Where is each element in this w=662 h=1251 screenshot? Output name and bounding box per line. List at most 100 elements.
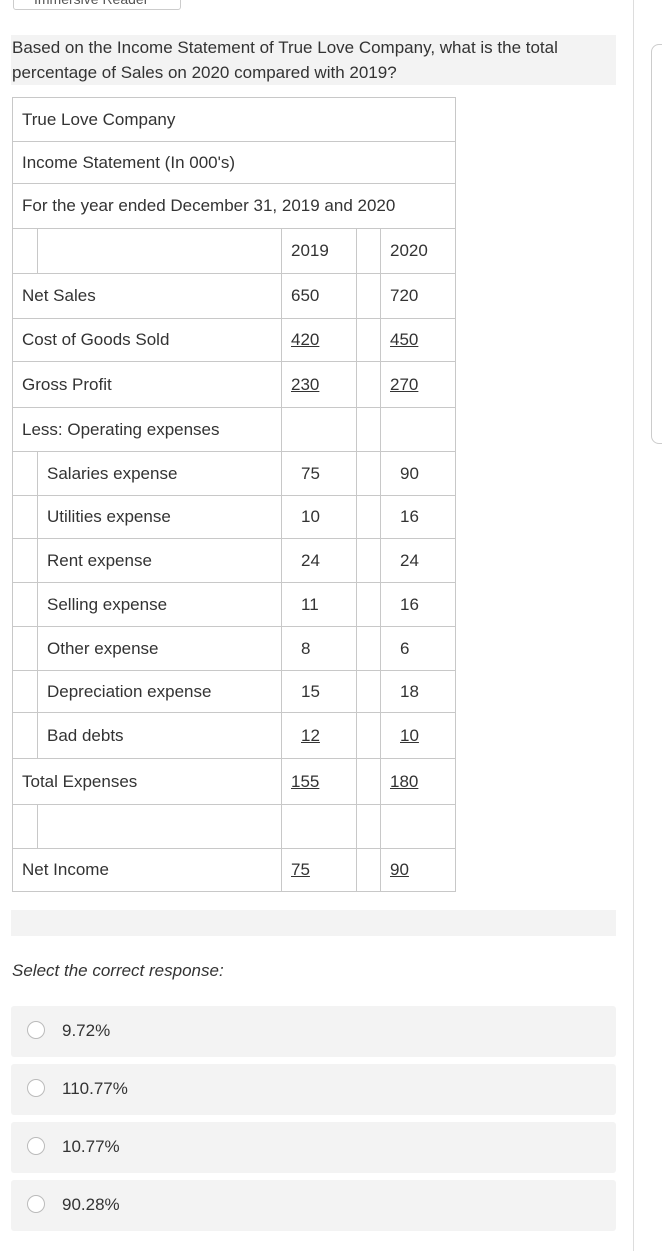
answer-option[interactable]: 90.28% xyxy=(11,1180,616,1231)
amount: 720 xyxy=(390,286,419,305)
amount: 230 xyxy=(291,374,320,394)
row-label: Net Sales xyxy=(12,273,282,319)
row-label: Total Expenses xyxy=(12,758,282,805)
cell: 720 xyxy=(379,273,457,319)
option-label: 9.72% xyxy=(62,1021,111,1040)
row-label: Rent expense xyxy=(37,538,282,583)
cell: 90 xyxy=(379,848,457,892)
row-label: Other expense xyxy=(37,626,282,671)
cell: 10 xyxy=(379,712,457,759)
row: Net Income 75 90 xyxy=(12,848,457,892)
question: Based on the Income Statement of True Lo… xyxy=(11,35,616,85)
cell xyxy=(356,626,381,671)
amount: 16 xyxy=(400,594,419,614)
side-panel xyxy=(651,44,662,444)
amount: 6 xyxy=(400,638,410,658)
amount: 90 xyxy=(390,860,409,879)
cell xyxy=(281,407,357,452)
cell: 270 xyxy=(379,361,457,408)
cell: 15 xyxy=(281,670,357,713)
amount: 650 xyxy=(291,286,320,305)
cell: 90 xyxy=(379,451,457,496)
row xyxy=(12,804,457,849)
cell xyxy=(356,848,381,892)
amount: 11 xyxy=(301,594,319,614)
cell: 8 xyxy=(281,626,357,671)
radio[interactable] xyxy=(27,1137,45,1155)
amount: 8 xyxy=(301,638,311,658)
cell xyxy=(12,712,38,759)
cell xyxy=(12,626,38,671)
cell xyxy=(12,804,38,849)
answer-option[interactable]: 10.77% xyxy=(11,1122,616,1173)
cell xyxy=(12,582,38,627)
cell: 24 xyxy=(379,538,457,583)
row-label: Depreciation expense xyxy=(37,670,282,713)
option-label: 90.28% xyxy=(62,1195,120,1214)
radio[interactable] xyxy=(27,1079,45,1097)
amount: 450 xyxy=(390,330,419,349)
answer-option[interactable]: 9.72% xyxy=(11,1006,616,1057)
title-cell: For the year ended December 31, 2019 and… xyxy=(11,183,457,229)
radio[interactable] xyxy=(27,1195,45,1213)
cell xyxy=(356,804,381,849)
cell: 12 xyxy=(281,712,357,759)
cell xyxy=(356,495,381,539)
title-row: For the year ended December 31, 2019 and… xyxy=(11,183,457,229)
cell: 18 xyxy=(379,670,457,713)
cell: 24 xyxy=(281,538,357,583)
row: Depreciation expense 15 18 xyxy=(12,670,457,713)
amount: 24 xyxy=(400,550,419,570)
amount: 10 xyxy=(301,507,320,526)
row-label: Selling expense xyxy=(37,582,282,627)
amount: 24 xyxy=(301,550,320,570)
row: Utilities expense 10 16 xyxy=(12,495,457,539)
cell: 16 xyxy=(379,582,457,627)
cell: 450 xyxy=(379,318,457,362)
cell: 75 xyxy=(281,451,357,496)
title-row: Income Statement (In 000's) xyxy=(11,141,457,184)
option-label: 10.77% xyxy=(62,1137,120,1156)
row-label xyxy=(37,804,282,849)
cell xyxy=(356,758,381,805)
spacer-bar xyxy=(11,910,616,936)
cell: 16 xyxy=(379,495,457,539)
amount: 18 xyxy=(400,681,419,701)
row-label: Gross Profit xyxy=(12,361,282,408)
cell xyxy=(356,273,381,319)
amount: 90 xyxy=(400,463,419,483)
cell: 650 xyxy=(281,273,357,319)
immersive-reader-button[interactable]: Immersive Reader xyxy=(13,0,181,10)
cell xyxy=(356,407,381,452)
row-label: Cost of Goods Sold xyxy=(12,318,282,362)
header-row: 2019 2020 xyxy=(12,228,457,274)
cell xyxy=(12,228,38,274)
cell: 11 xyxy=(281,582,357,627)
row: Bad debts 12 10 xyxy=(12,712,457,759)
cell xyxy=(356,538,381,583)
row-label: Less: Operating expenses xyxy=(12,407,282,452)
row-label: Net Income xyxy=(12,848,282,892)
cell: 155 xyxy=(281,758,357,805)
amount: 10 xyxy=(400,725,419,745)
year-header: 2020 xyxy=(379,228,457,274)
cell: 180 xyxy=(379,758,457,805)
divider xyxy=(633,0,634,1251)
cell: 75 xyxy=(281,848,357,892)
cell xyxy=(379,407,457,452)
amount: 75 xyxy=(301,463,320,483)
amount: 75 xyxy=(291,860,310,879)
amount: 420 xyxy=(291,330,320,349)
cell xyxy=(12,670,38,713)
radio[interactable] xyxy=(27,1021,45,1039)
prompt: Select the correct response: xyxy=(12,961,224,980)
option-label: 110.77% xyxy=(62,1079,128,1098)
title-cell: Income Statement (In 000's) xyxy=(11,141,457,184)
cell xyxy=(379,804,457,849)
amount: 270 xyxy=(390,374,419,394)
answer-option[interactable]: 110.77% xyxy=(11,1064,616,1115)
cell: 420 xyxy=(281,318,357,362)
year-header: 2019 xyxy=(281,228,357,274)
cell xyxy=(356,228,381,274)
